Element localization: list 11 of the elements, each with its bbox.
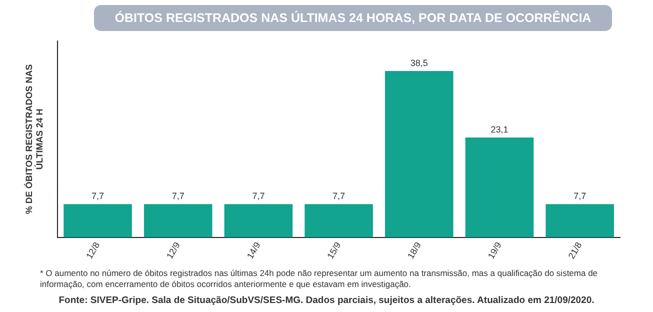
data-label: 7,7 <box>172 191 184 202</box>
y-axis-title: % DE ÓBITOS REGISTRADOS NAS ÚLTIMAS 24 H <box>24 64 45 214</box>
data-label: 23,1 <box>490 124 508 135</box>
text: * O aumento no número de óbitos registrados nas últimas 24h pode não representar um aumento na transmissão, mas a qualificação do sistema de informação, com encerramento de óbitos ocorridos anteriormente e que estavam em investigação. <box>40 268 599 290</box>
data-label: 7,7 <box>574 191 586 202</box>
data-label: 7,7 <box>92 191 104 202</box>
data-label: 7,7 <box>252 191 265 202</box>
data-label: 7,7 <box>332 191 346 202</box>
chart-title: ÓBITOS REGISTRADOS NAS ÚLTIMAS 24 HORAS, POR DATA DE OCORRÊNCIA <box>94 5 612 31</box>
data-label: 38,5 <box>410 58 428 68</box>
source-note: Fonte: SIVEP-Gripe. Sala de Situação/SubVS/SES-MG. Dados parciais, sujeitos a alterações. Atualizado em 21/09/2020. <box>58 295 596 306</box>
